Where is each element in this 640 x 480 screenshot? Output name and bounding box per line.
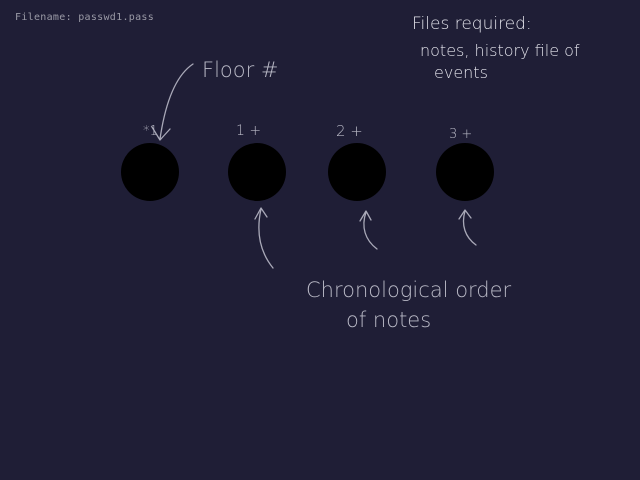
floor-node-label-1: 1 + — [236, 123, 261, 139]
chrono-arrow-3-line — [462, 210, 477, 246]
notes-line-3: events — [434, 63, 488, 82]
chrono-arrow-1-head — [254, 207, 268, 220]
floor-node-label-0: *1 — [143, 124, 158, 139]
chronology-line-2: of notes — [346, 308, 431, 332]
floor-node-2 — [328, 143, 386, 201]
floor-node-label-3: 3 + — [449, 127, 472, 142]
floor-node-3 — [436, 143, 494, 201]
chronology-line-1: Chronological order — [306, 278, 512, 302]
notes-line-2: notes, history file of — [420, 41, 580, 60]
floor-node-label-2: 2 + — [336, 122, 363, 140]
filename-label: Filename: passwd1.pass — [15, 12, 155, 23]
floor-node-1 — [228, 143, 286, 201]
notes-line-1: Files required: — [412, 14, 532, 34]
floor-arrow-head — [151, 126, 171, 141]
chrono-arrow-2-head — [359, 210, 372, 222]
chrono-arrow-3-head — [458, 209, 472, 220]
floor-arrow-line — [159, 63, 194, 140]
floor-label: Floor # — [202, 58, 279, 82]
floor-node-0 — [121, 143, 179, 201]
chrono-arrow-1-line — [258, 208, 274, 269]
chrono-arrow-2-line — [363, 211, 378, 250]
